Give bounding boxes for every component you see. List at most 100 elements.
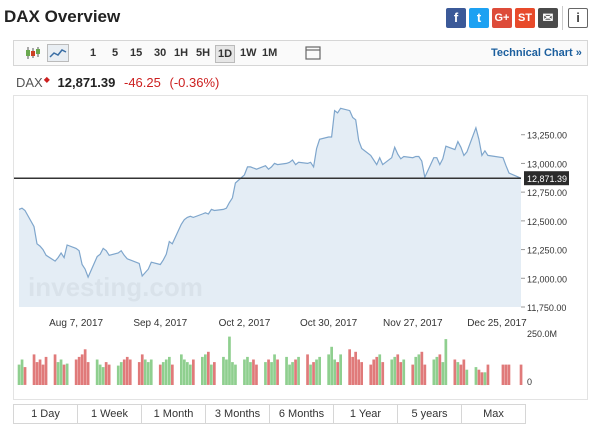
volume-bar [336,362,339,385]
range-6-months[interactable]: 6 Months [270,405,334,423]
volume-bar [483,372,487,386]
timeframe-1[interactable]: 1 [90,47,97,59]
volume-bar [411,364,415,385]
info-icon[interactable]: i [568,8,588,28]
volume-bar [158,364,162,385]
area-chart-icon[interactable] [47,44,69,62]
y-tick-label: 13,250.00 [527,131,567,141]
volume-bar [98,364,102,385]
volume-bar [201,356,204,385]
volume-bar [137,362,141,385]
range-1-day[interactable]: 1 Day [14,405,78,423]
timeframe-1d[interactable]: 1D [215,45,236,63]
volume-bar [62,364,66,385]
volume-bar [171,364,174,385]
range-selector: 1 Day 1 Week 1 Month 3 Months 6 Months 1 Year… [13,404,526,424]
volume-bar [444,339,448,385]
volume-bar [222,356,225,385]
facebook-share-icon[interactable]: f [446,8,466,28]
volume-bar [465,369,469,385]
quote-price: 12,871.39 [57,75,116,90]
mail-icon[interactable]: ✉ [538,8,558,28]
volume-bar [246,356,249,385]
range-3-months[interactable]: 3 Months [206,405,270,423]
volume-bar [186,362,189,385]
volume-bar [372,359,376,385]
volume-bar [357,359,360,385]
volume-bar [32,354,36,385]
y-tick-label: 12,750.00 [527,188,567,198]
volume-bar [17,364,21,385]
range-1-year[interactable]: 1 Year [334,405,398,423]
volume-bar [140,354,144,385]
volume-bar [339,354,342,385]
volume-bar [375,356,379,385]
volume-bar [519,364,523,385]
googleplus-share-icon[interactable]: G+ [492,8,512,28]
volume-bar [453,359,457,385]
quote-change-pct: (-0.36%) [169,75,220,90]
volume-bar [255,364,258,385]
stocktwits-share-icon[interactable]: ST [515,8,535,28]
volume-bar [420,351,424,385]
volume-bar [119,362,123,385]
volume-bar [432,359,436,385]
volume-bar [168,356,171,385]
volume-bar [396,354,400,385]
volume-axis-label: 0 [527,377,532,387]
volume-bar [234,364,237,385]
timeframe-30[interactable]: 30 [154,47,167,59]
volume-bar [77,356,81,385]
current-price-marker [524,171,569,186]
timeframe-1m[interactable]: 1M [262,47,278,59]
y-tick-label: 12,500.00 [527,217,567,227]
volume-bar [462,359,466,385]
volume-bar [149,359,153,385]
candlestick-chart-icon[interactable] [22,44,44,62]
quote-symbol: DAX [16,75,43,90]
volume-bar [213,362,216,385]
range-max[interactable]: Max [483,408,504,420]
volume-bar [264,362,267,385]
volume-bar [204,354,207,385]
timeframe-15[interactable]: 15 [130,47,143,59]
volume-bar [486,364,490,385]
x-tick-label: Sep 4, 2017 [133,318,187,329]
range-1-week[interactable]: 1 Week [78,405,142,423]
chart-toolbar: 1 5 15 30 1H 5H 1D 1W 1M Technical Chart » [13,40,588,66]
volume-bar [107,364,111,385]
twitter-share-icon[interactable]: t [469,8,489,28]
volume-bar [225,359,228,385]
range-1-month[interactable]: 1 Month [142,405,206,423]
chart-settings-icon[interactable] [302,44,324,62]
x-tick-label: Oct 30, 2017 [300,318,358,329]
volume-bar [393,356,397,385]
price-chart[interactable]: investing.com11,750.0012,000.0012,250.00… [14,96,587,399]
volume-bar [41,364,45,385]
timeframe-5[interactable]: 5 [112,47,119,59]
volume-bar [101,367,105,385]
timeframe-1h[interactable]: 1H [174,47,189,59]
volume-bar [104,362,108,385]
volume-bar [210,364,213,385]
range-5-years[interactable]: 5 years [398,405,462,423]
y-tick-label: 11,750.00 [527,303,566,313]
volume-bar [330,346,333,386]
volume-bar [333,359,336,385]
volume-bar [125,356,129,385]
volume-bar [327,354,330,385]
timeframe-5h[interactable]: 5H [196,47,211,59]
timeframe-1w[interactable]: 1W [240,47,257,59]
current-price-label: 12,871.39 [527,174,567,184]
technical-chart-link[interactable]: Technical Chart » [491,47,582,59]
volume-bar [252,359,255,385]
volume-bar [459,364,463,385]
volume-bar [35,362,39,385]
x-tick-label: Aug 7, 2017 [49,318,103,329]
y-tick-label: 12,000.00 [527,274,567,284]
volume-bar [288,364,291,385]
volume-bar [161,362,165,385]
volume-bar [183,359,186,385]
volume-bar [38,359,42,385]
volume-bar [180,354,183,385]
